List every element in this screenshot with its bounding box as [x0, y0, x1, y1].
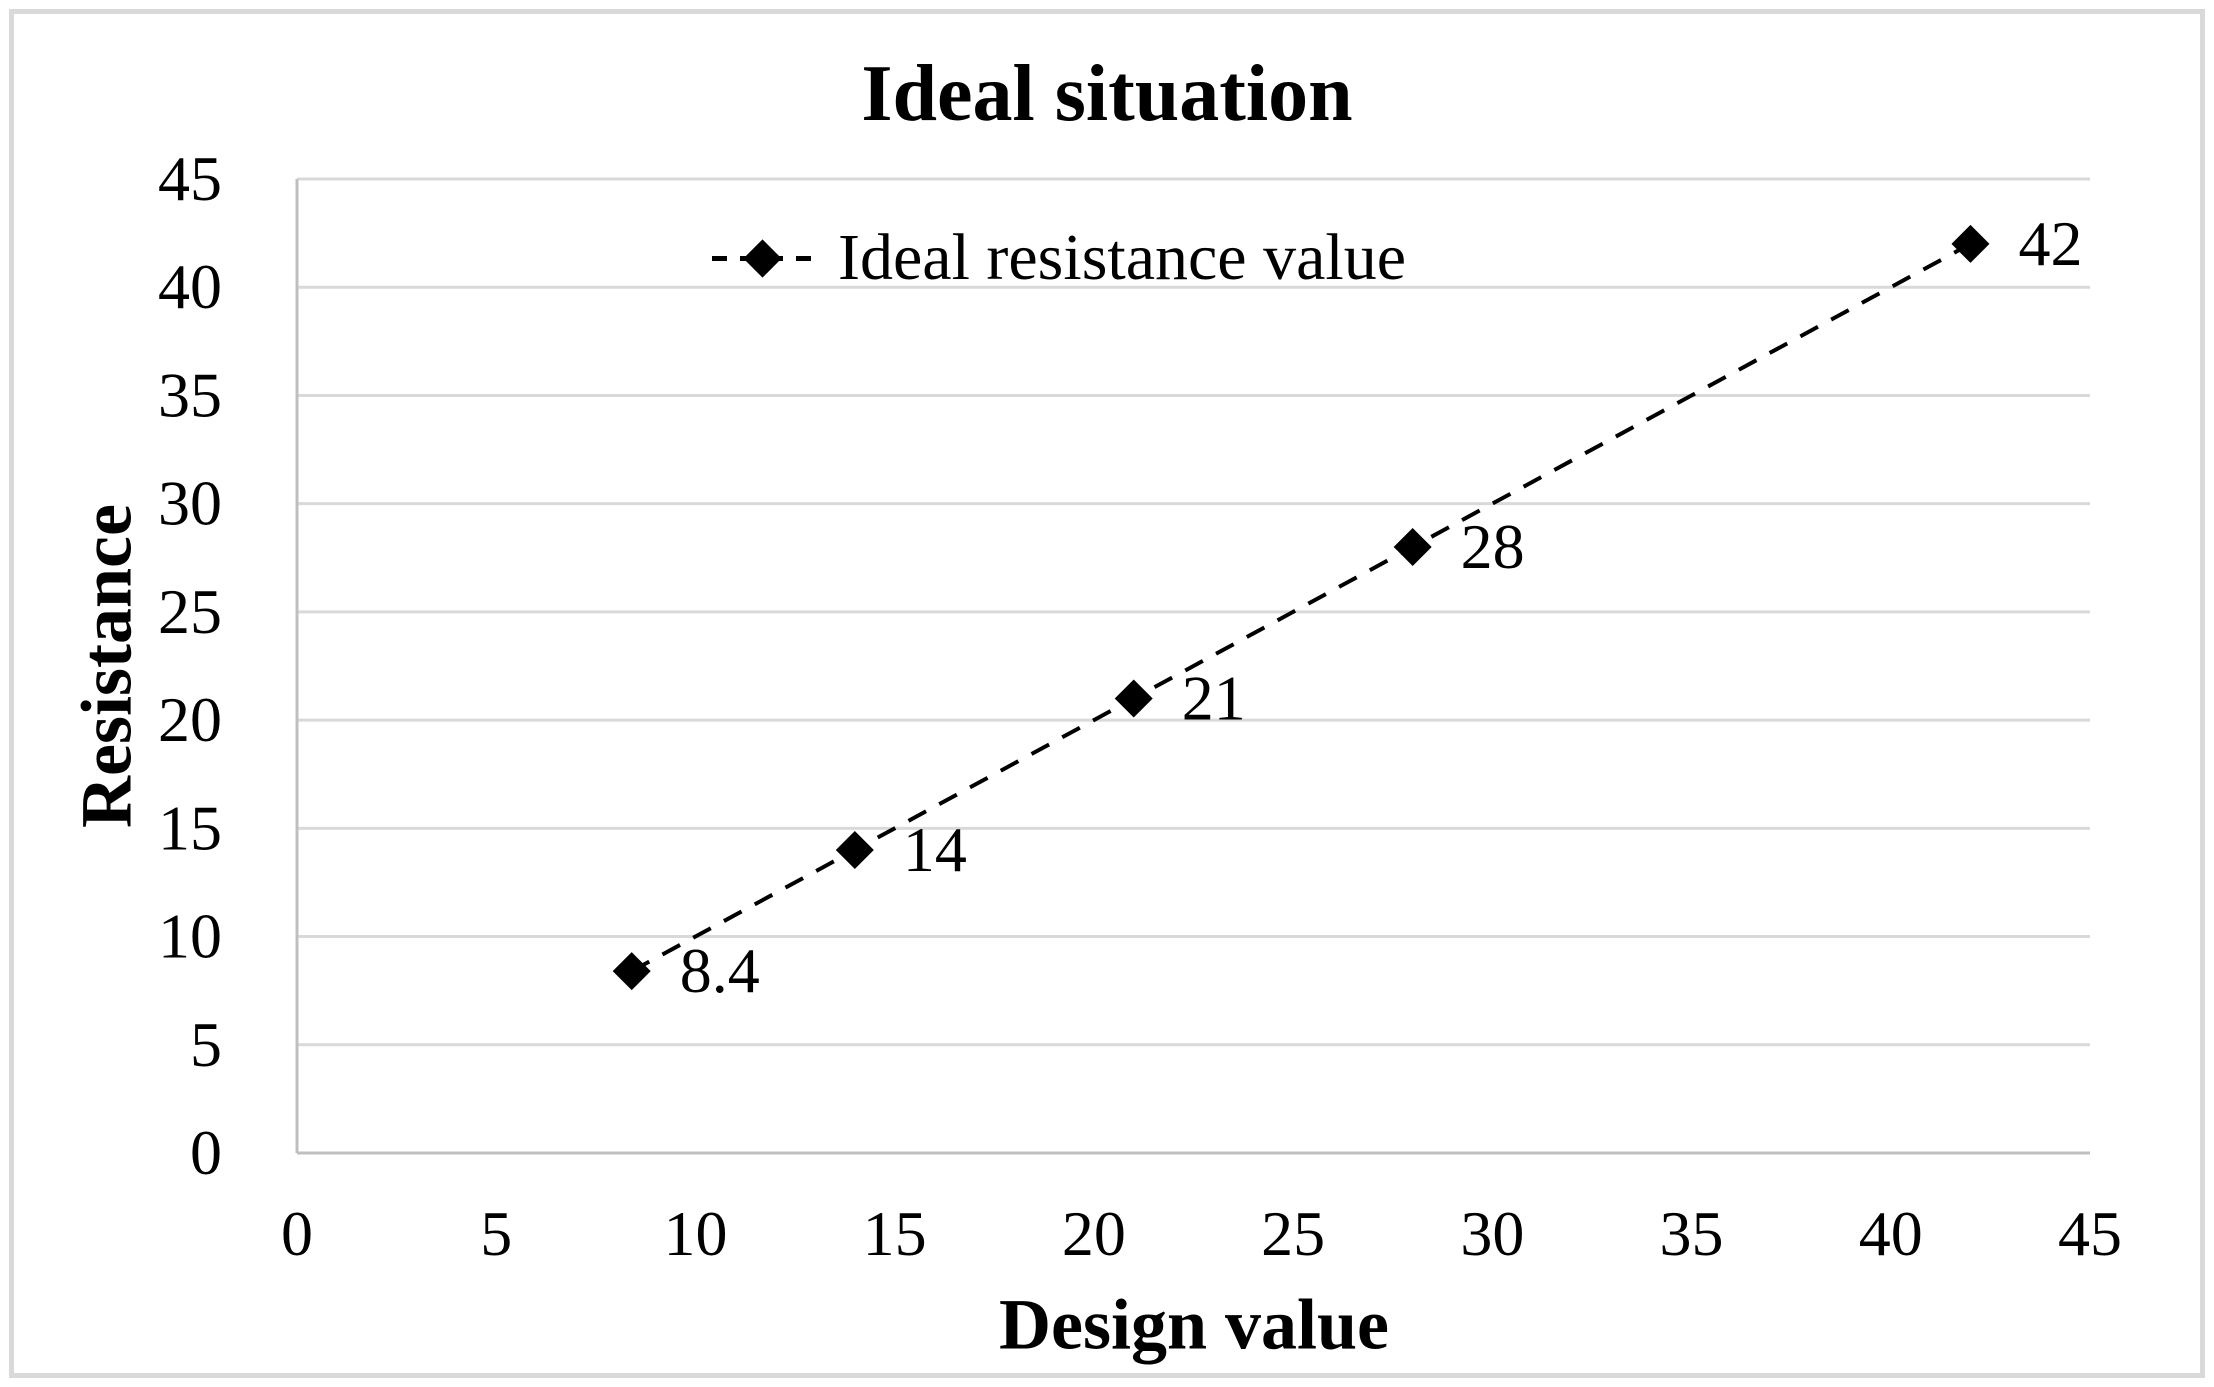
legend: Ideal resistance value [712, 223, 1406, 293]
chart-title: Ideal situation [861, 50, 1353, 138]
y-tick-label: 25 [158, 576, 222, 647]
x-tick-label: 25 [1261, 1198, 1325, 1269]
data-point-marker [1951, 224, 1990, 263]
data-point-marker [1393, 527, 1432, 566]
series-dashed-line [630, 242, 1972, 973]
data-point-label: 42 [2018, 208, 2082, 279]
x-tick-label: 0 [281, 1198, 313, 1269]
y-tick-label: 15 [158, 792, 222, 863]
x-tick-label: 30 [1460, 1198, 1524, 1269]
y-tick-label: 30 [158, 468, 222, 539]
x-tick-label: 20 [1062, 1198, 1126, 1269]
x-tick-label: 10 [663, 1198, 727, 1269]
data-point-label: 21 [1182, 662, 1246, 733]
legend-diamond-icon [743, 238, 782, 278]
x-tick-label: 35 [1660, 1198, 1724, 1269]
data-point-marker [1114, 679, 1153, 718]
data-point-label: 8.4 [680, 935, 760, 1006]
y-tick-label: 5 [190, 1009, 222, 1080]
x-axis-title: Design value [998, 1284, 1390, 1365]
y-tick-label: 45 [158, 143, 222, 214]
data-point-label: 28 [1461, 511, 1525, 582]
y-tick-label: 10 [158, 901, 222, 972]
legend-dashed-line-icon [712, 238, 812, 278]
y-tick-label: 40 [158, 251, 222, 322]
x-tick-label: 40 [1859, 1198, 1923, 1269]
y-axis-title: Resistance [66, 504, 147, 828]
data-point-marker [835, 830, 874, 869]
legend-label: Ideal resistance value [838, 221, 1407, 294]
data-point-label: 14 [903, 814, 967, 885]
x-tick-label: 5 [480, 1198, 512, 1269]
data-point-marker [612, 952, 651, 991]
y-tick-label: 35 [158, 359, 222, 430]
x-tick-label: 15 [863, 1198, 927, 1269]
y-tick-label: 20 [158, 684, 222, 755]
x-tick-label: 45 [2058, 1198, 2122, 1269]
y-tick-label: 0 [190, 1117, 222, 1188]
